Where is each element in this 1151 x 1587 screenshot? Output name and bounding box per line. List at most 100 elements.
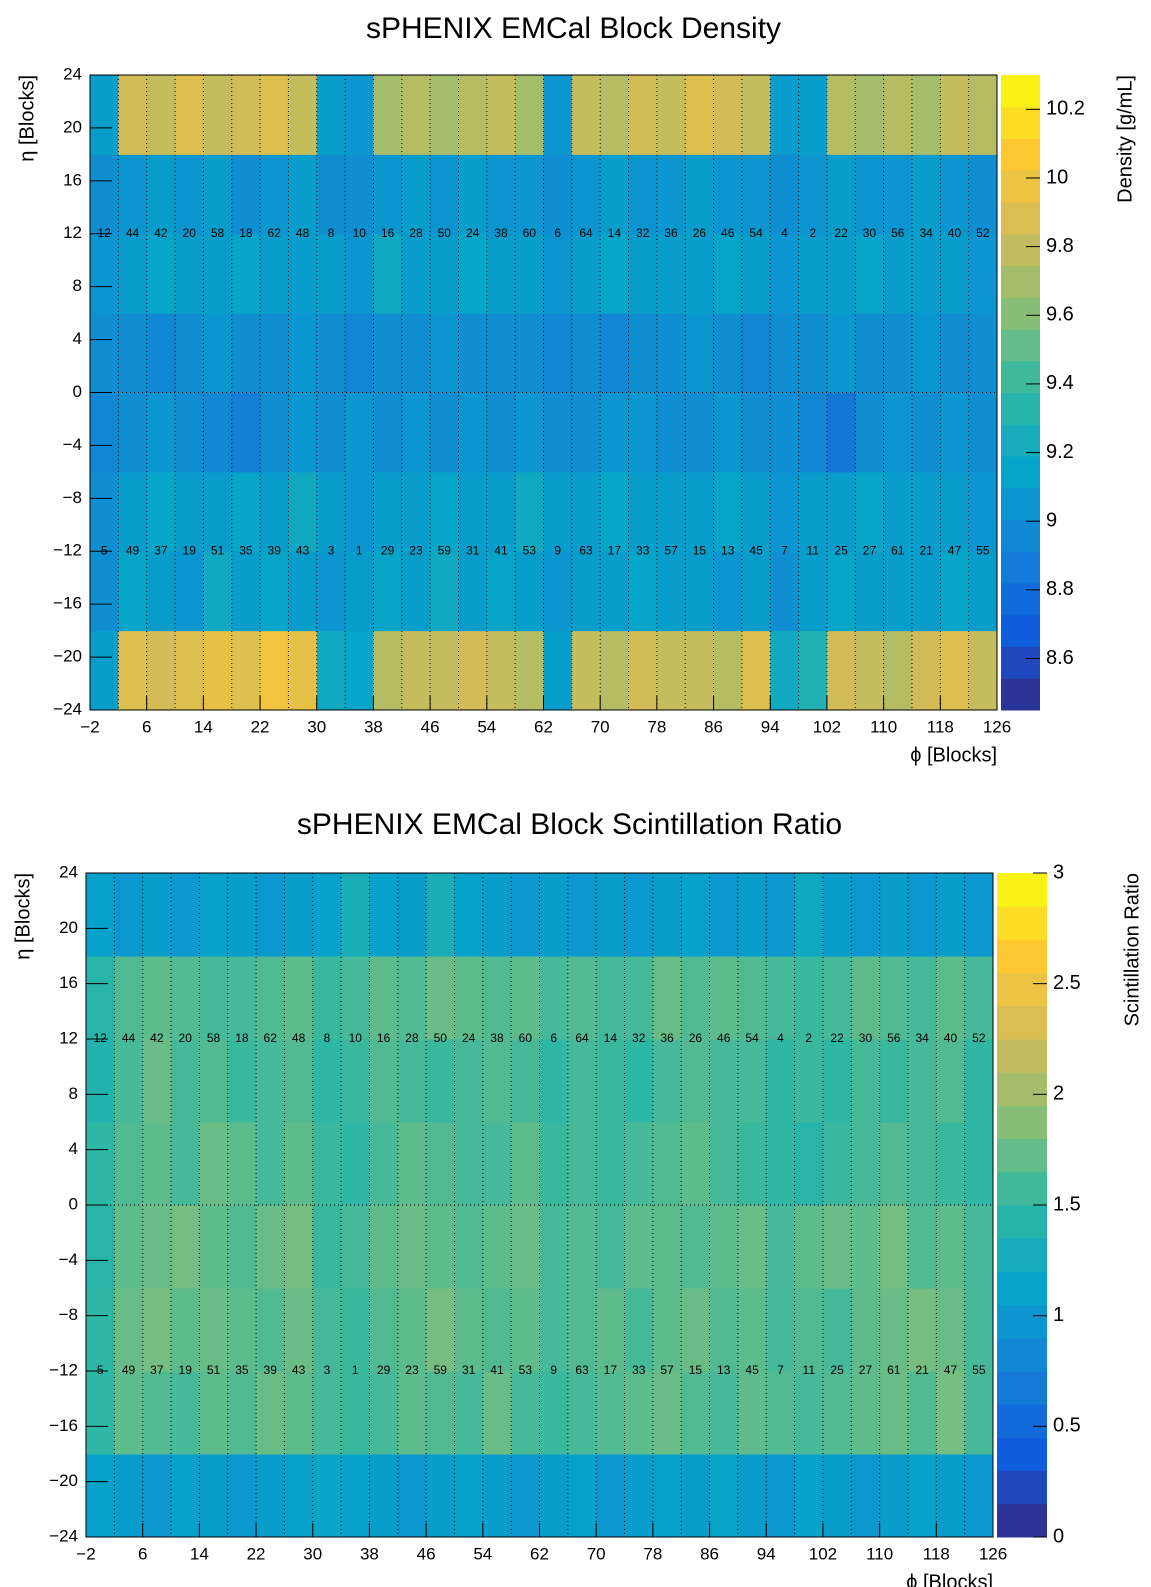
cell <box>737 1371 767 1455</box>
cell <box>879 1288 909 1372</box>
sector-label: 12 <box>97 226 111 240</box>
cell <box>624 1454 654 1538</box>
cell <box>401 75 431 155</box>
colorbar-step <box>997 1337 1047 1372</box>
cell <box>855 551 885 632</box>
cell <box>652 1039 682 1123</box>
cell <box>709 1122 739 1206</box>
colorbar-label: Scintillation Ratio <box>1121 873 1143 1026</box>
x-tick-label: 86 <box>704 717 723 736</box>
x-tick-label: 118 <box>923 1544 950 1563</box>
colorbar-step <box>1001 233 1040 266</box>
cell <box>652 956 682 1040</box>
z-tick-label: 8.8 <box>1046 578 1074 600</box>
sector-label: 17 <box>608 543 622 557</box>
y-tick-label: 4 <box>73 329 82 348</box>
cell <box>86 1288 115 1372</box>
cell <box>175 630 204 711</box>
z-tick-label: 8.6 <box>1046 647 1074 669</box>
cell <box>543 471 573 552</box>
cell <box>596 956 626 1040</box>
x-tick-label: 46 <box>421 717 440 736</box>
cell <box>482 1122 512 1206</box>
y-tick-label: 8 <box>73 276 82 295</box>
cell <box>940 630 970 711</box>
sector-label: 64 <box>575 1031 589 1045</box>
colorbar-step <box>997 1404 1047 1438</box>
sector-label: 61 <box>891 543 905 557</box>
cell <box>454 1454 484 1538</box>
x-tick-label: 110 <box>870 717 897 736</box>
cell <box>851 873 881 957</box>
cell <box>681 873 711 957</box>
sector-label: 59 <box>438 543 452 557</box>
z-tick-label: 1 <box>1053 1304 1064 1326</box>
cell <box>454 1371 484 1455</box>
cell <box>373 392 403 473</box>
cell <box>685 630 715 711</box>
colorbar-step <box>997 972 1047 1007</box>
cell <box>86 1205 115 1289</box>
cell <box>936 1205 966 1289</box>
cell <box>907 1454 937 1538</box>
cell <box>86 1039 115 1123</box>
cell <box>86 956 115 1040</box>
cell <box>199 1288 229 1372</box>
cell <box>968 313 998 393</box>
x-tick-label: 70 <box>587 1544 606 1563</box>
cell <box>515 392 544 473</box>
cell <box>600 630 630 711</box>
cell <box>511 1122 540 1206</box>
y-tick-label: −12 <box>53 541 82 560</box>
cell <box>90 313 119 393</box>
cell <box>114 873 144 957</box>
cell <box>256 1039 285 1123</box>
cell <box>907 1039 937 1123</box>
sector-label: 42 <box>154 226 168 240</box>
cell <box>628 392 658 473</box>
cell <box>515 551 544 632</box>
cell <box>539 1288 569 1372</box>
cell <box>284 1288 314 1372</box>
y-tick-label: 16 <box>63 170 82 189</box>
cell <box>199 1371 229 1455</box>
cell <box>118 392 148 473</box>
sector-label: 59 <box>434 1363 448 1377</box>
cell <box>90 551 119 632</box>
cell <box>936 1288 966 1372</box>
cell <box>596 1122 626 1206</box>
cell <box>741 233 771 314</box>
cell <box>798 471 828 552</box>
z-tick-label: 3 <box>1053 861 1064 883</box>
cell <box>511 956 540 1040</box>
chart-title: sPHENIX EMCal Block Scintillation Ratio <box>297 808 842 841</box>
cell <box>142 1454 172 1538</box>
cell <box>231 551 261 632</box>
cell <box>567 1454 597 1538</box>
sector-label: 35 <box>235 1363 249 1377</box>
cell <box>373 551 403 632</box>
cell <box>227 1122 257 1206</box>
y-tick-label: 12 <box>63 223 82 242</box>
cell <box>685 392 715 473</box>
cell <box>737 873 767 957</box>
cell <box>401 313 431 393</box>
cell <box>114 1371 144 1455</box>
cell <box>341 956 370 1040</box>
cell <box>798 75 828 155</box>
sector-label: 23 <box>405 1363 419 1377</box>
cell <box>430 233 459 314</box>
cell <box>341 1039 370 1123</box>
cell <box>770 392 800 473</box>
cell <box>316 233 346 314</box>
cell <box>369 956 399 1040</box>
cell <box>369 1454 399 1538</box>
chart-title: sPHENIX EMCal Block Density <box>366 12 781 45</box>
cell <box>911 392 941 473</box>
x-tick-label: 30 <box>303 1544 322 1563</box>
sector-label: 37 <box>154 543 168 557</box>
cell <box>458 154 488 235</box>
cell <box>454 1205 484 1289</box>
cell <box>284 1039 314 1123</box>
